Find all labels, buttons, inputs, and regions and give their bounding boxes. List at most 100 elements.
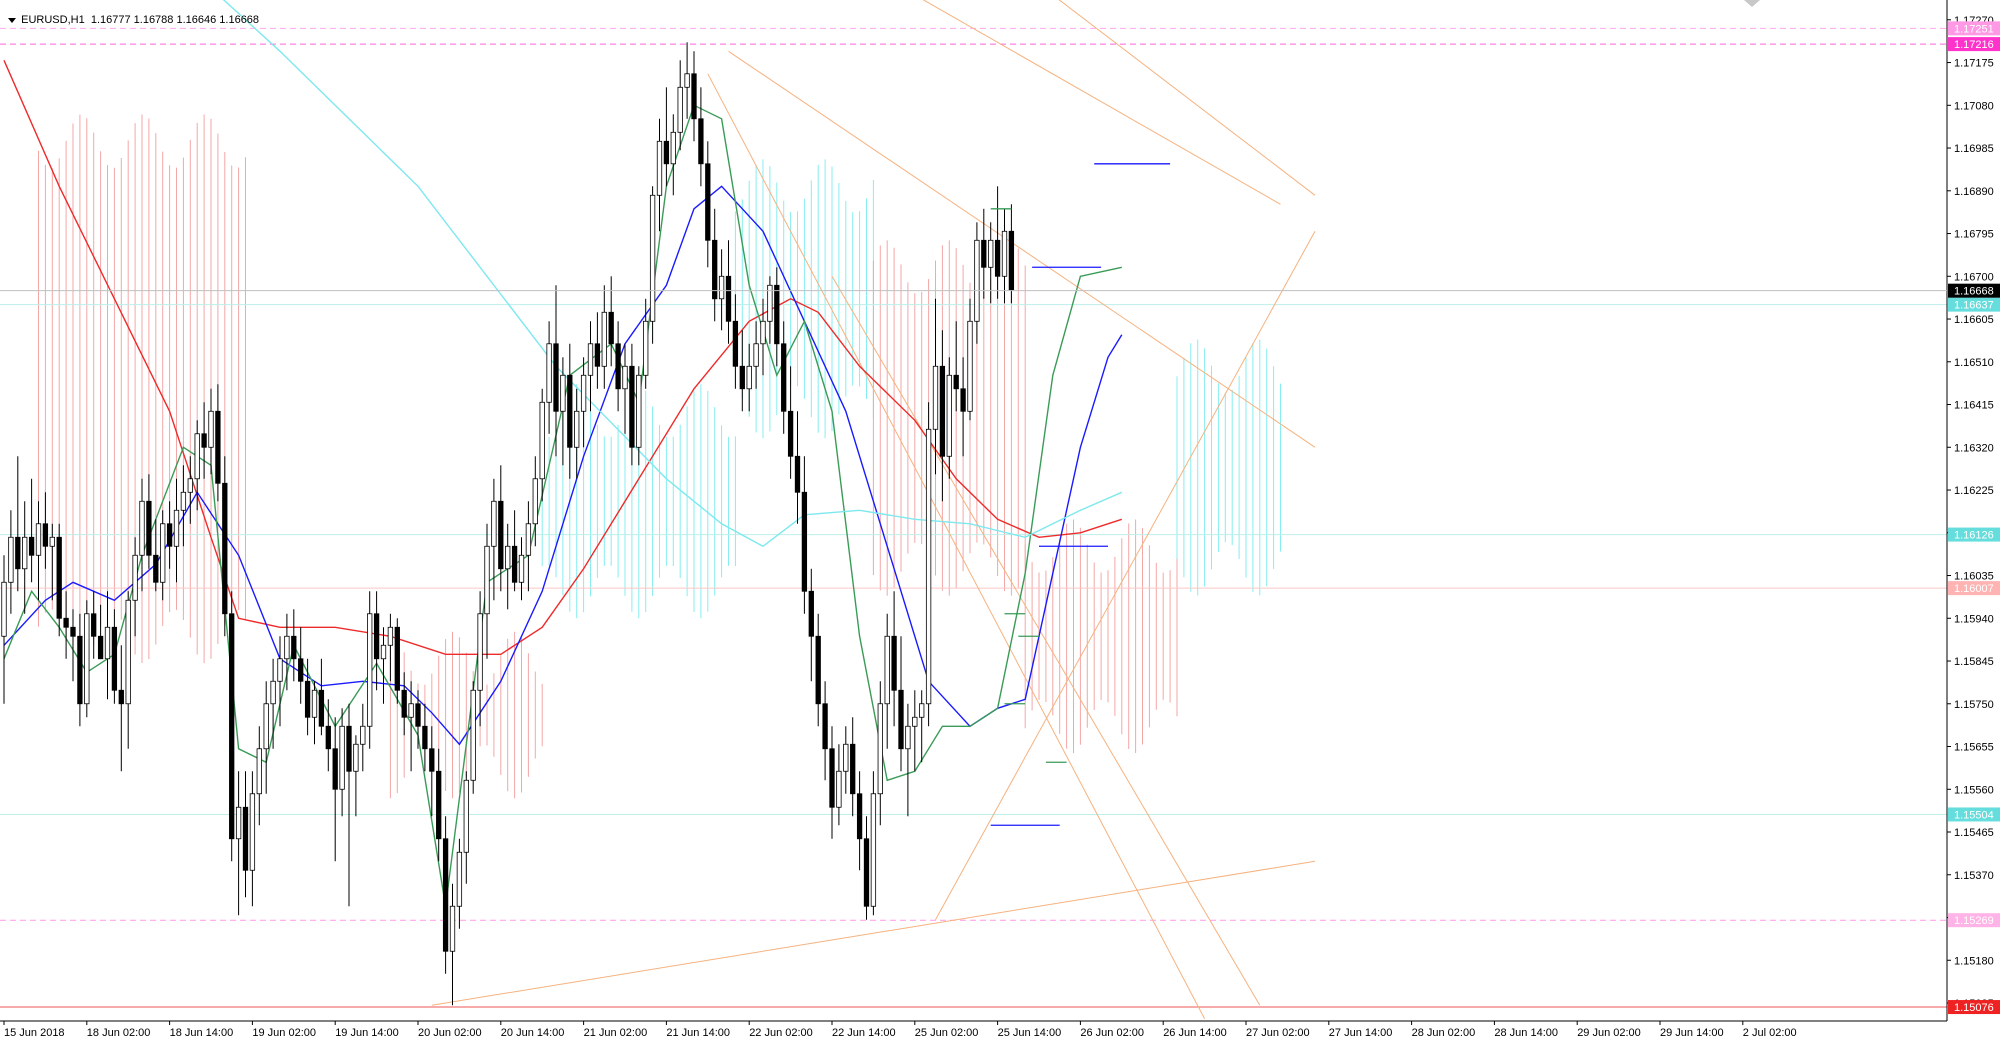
candle[interactable] — [898, 636, 904, 772]
candle[interactable] — [360, 703, 366, 772]
candle[interactable] — [84, 600, 90, 718]
candle[interactable] — [160, 510, 166, 601]
candle[interactable] — [525, 501, 532, 592]
candle[interactable] — [511, 510, 518, 592]
candle[interactable] — [56, 523, 62, 637]
candle[interactable] — [656, 118, 663, 232]
candle[interactable] — [422, 703, 428, 772]
candle[interactable] — [546, 321, 552, 434]
candle[interactable] — [325, 699, 331, 772]
candle[interactable] — [346, 703, 352, 907]
candle[interactable] — [746, 343, 752, 412]
candle[interactable] — [884, 613, 890, 749]
candle[interactable] — [1008, 204, 1015, 304]
candle[interactable] — [939, 330, 946, 502]
candle[interactable] — [208, 388, 214, 475]
candle[interactable] — [732, 294, 739, 389]
candle[interactable] — [35, 501, 42, 601]
candle[interactable] — [946, 357, 952, 479]
candle[interactable] — [677, 60, 683, 151]
candle[interactable] — [974, 222, 980, 344]
candle[interactable] — [981, 208, 987, 299]
candle[interactable] — [332, 717, 338, 862]
candle[interactable] — [22, 501, 28, 614]
candle[interactable] — [518, 537, 525, 601]
candle[interactable] — [194, 420, 200, 511]
dropdown-arrow-icon[interactable] — [8, 17, 17, 23]
candle[interactable] — [863, 816, 870, 920]
candle[interactable] — [629, 343, 635, 466]
candle[interactable] — [919, 690, 925, 763]
candle[interactable] — [70, 609, 76, 682]
candle[interactable] — [967, 298, 973, 421]
candle[interactable] — [532, 456, 538, 547]
candle[interactable] — [8, 510, 14, 614]
candle[interactable] — [808, 568, 814, 682]
candle[interactable] — [649, 186, 656, 344]
candle[interactable] — [953, 321, 959, 412]
candle[interactable] — [387, 613, 394, 682]
candle[interactable] — [380, 627, 387, 704]
candle[interactable] — [284, 613, 290, 691]
candle[interactable] — [91, 591, 97, 659]
candle[interactable] — [553, 285, 559, 457]
candle[interactable] — [353, 735, 359, 817]
candle[interactable] — [477, 591, 483, 727]
candle[interactable] — [836, 744, 842, 826]
candle[interactable] — [994, 186, 1001, 299]
candle[interactable] — [153, 519, 159, 592]
candle[interactable] — [97, 604, 104, 660]
candle[interactable] — [801, 456, 808, 614]
candle[interactable] — [822, 681, 828, 781]
candle[interactable] — [725, 240, 732, 344]
candle[interactable] — [484, 523, 490, 659]
candle[interactable] — [222, 456, 228, 637]
candle[interactable] — [567, 343, 573, 479]
candle[interactable] — [760, 298, 766, 376]
candle[interactable] — [180, 465, 187, 547]
candle[interactable] — [42, 492, 49, 569]
candle[interactable] — [560, 357, 566, 466]
candle[interactable] — [28, 478, 35, 583]
candle[interactable] — [367, 591, 373, 749]
candle[interactable] — [670, 114, 676, 196]
candle[interactable] — [739, 330, 745, 412]
candle[interactable] — [767, 276, 773, 344]
candle[interactable] — [587, 321, 594, 412]
candle[interactable] — [787, 366, 794, 479]
candle[interactable] — [318, 658, 325, 736]
candle[interactable] — [718, 249, 725, 331]
candle[interactable] — [539, 388, 545, 502]
candle[interactable] — [118, 645, 124, 772]
candle[interactable] — [187, 456, 193, 524]
candle[interactable] — [215, 384, 221, 502]
candle[interactable] — [608, 276, 614, 367]
candle[interactable] — [774, 267, 780, 367]
candle[interactable] — [794, 411, 801, 524]
candle[interactable] — [636, 366, 642, 466]
candle[interactable] — [415, 690, 421, 749]
candle[interactable] — [601, 285, 607, 389]
candle[interactable] — [229, 591, 235, 862]
candle[interactable] — [298, 627, 304, 704]
candle[interactable] — [663, 87, 670, 187]
candle[interactable] — [139, 478, 145, 592]
candle[interactable] — [125, 591, 131, 749]
candle[interactable] — [781, 321, 787, 434]
candle[interactable] — [146, 474, 152, 569]
candle[interactable] — [401, 672, 407, 736]
candle[interactable] — [442, 816, 449, 974]
candle[interactable] — [166, 501, 173, 569]
candle[interactable] — [132, 537, 138, 637]
candle[interactable] — [77, 613, 83, 727]
candle[interactable] — [235, 771, 242, 916]
candle[interactable] — [643, 298, 649, 389]
candle[interactable] — [684, 42, 690, 119]
candlesticks[interactable] — [1, 42, 1015, 1006]
candle[interactable] — [829, 726, 835, 839]
candle[interactable] — [960, 357, 966, 457]
candle[interactable] — [436, 748, 442, 862]
candle[interactable] — [691, 51, 697, 142]
candle[interactable] — [408, 681, 414, 772]
candle[interactable] — [256, 726, 262, 826]
